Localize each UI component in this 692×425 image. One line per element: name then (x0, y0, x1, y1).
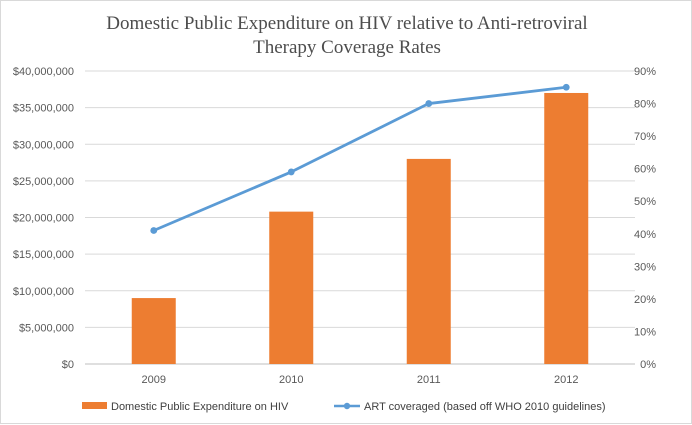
series-line (153, 85, 567, 232)
chart-title-line-2: Therapy Coverage Rates (253, 37, 441, 58)
bar-series (131, 92, 589, 364)
left-tick-label: $35,000,000 (13, 103, 74, 115)
right-tick-label: 60% (634, 164, 656, 176)
right-axis: 0% 10% 20% 30% 40% 50% 60% 70% 80% 90% (634, 66, 656, 371)
legend-bar-label: Domestic Public Expenditure on HIV (111, 401, 289, 413)
bar (269, 211, 314, 364)
bar (406, 158, 451, 364)
x-axis: 2009 2010 2011 2012 (142, 374, 579, 386)
right-tick-label: 90% (634, 66, 656, 78)
legend-line-marker (343, 402, 351, 410)
left-tick-label: $0 (62, 359, 74, 371)
bar (131, 298, 176, 364)
right-tick-label: 0% (640, 359, 656, 371)
right-tick-label: 40% (634, 229, 656, 241)
right-tick-label: 30% (634, 261, 656, 273)
left-tick-label: $15,000,000 (13, 249, 74, 261)
left-tick-label: $30,000,000 (13, 139, 74, 151)
legend: Domestic Public Expenditure on HIV ART c… (82, 401, 606, 413)
left-tick-label: $10,000,000 (13, 286, 74, 298)
x-tick-label: 2012 (554, 374, 578, 386)
left-tick-label: $5,000,000 (19, 322, 74, 334)
right-tick-label: 50% (634, 196, 656, 208)
x-tick-label: 2011 (417, 374, 441, 386)
left-axis: $0 $5,000,000 $10,000,000 $15,000,000 $20,00… (13, 66, 74, 371)
line-point (425, 100, 433, 107)
chart-title: Domestic Public Expenditure on HIV relat… (106, 13, 587, 58)
right-tick-label: 70% (634, 131, 656, 143)
gridlines (85, 70, 635, 365)
line-series (150, 83, 570, 234)
x-tick-label: 2009 (142, 374, 166, 386)
left-tick-label: $40,000,000 (13, 66, 74, 78)
line-point (562, 83, 570, 91)
line-point (150, 227, 158, 234)
bar (544, 92, 589, 364)
left-tick-label: $20,000,000 (13, 213, 74, 225)
right-tick-label: 20% (634, 294, 656, 306)
right-tick-label: 80% (634, 99, 656, 111)
right-tick-label: 10% (634, 326, 656, 338)
legend-bar-swatch (82, 402, 107, 409)
x-tick-label: 2010 (279, 374, 303, 386)
legend-line-label: ART coveraged (based off WHO 2010 guidel… (364, 401, 606, 413)
left-tick-label: $25,000,000 (13, 176, 74, 188)
chart-title-line-1: Domestic Public Expenditure on HIV relat… (106, 13, 587, 34)
line-point (287, 168, 295, 176)
